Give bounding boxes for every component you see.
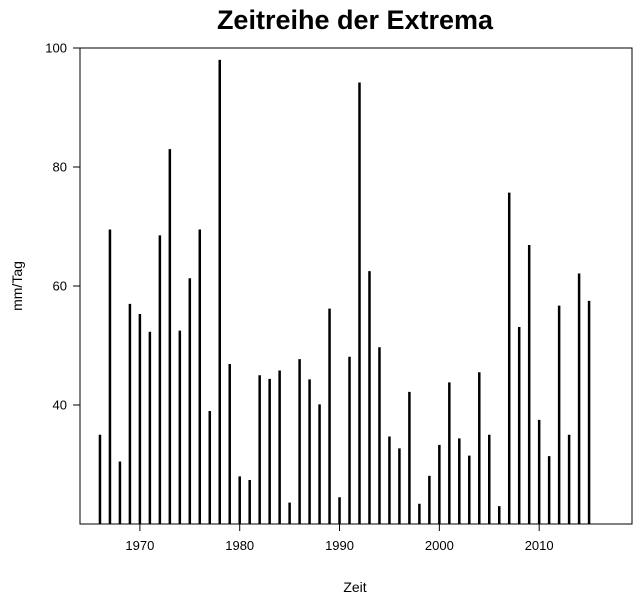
- x-axis-label: Zeit: [343, 579, 366, 595]
- y-tick-label-80: 80: [53, 160, 67, 175]
- y-axis: 40 60 80 100: [45, 41, 81, 413]
- x-tick-label-2010: 2010: [525, 538, 554, 553]
- x-tick-label-1990: 1990: [325, 538, 354, 553]
- x-tick-label-1970: 1970: [125, 538, 154, 553]
- chart-title: Zeitreihe der Extrema: [217, 5, 494, 35]
- x-tick-label-1980: 1980: [225, 538, 254, 553]
- y-axis-label: mm/Tag: [9, 261, 25, 311]
- x-axis: 1970 1980 1990 2000 2010: [125, 523, 554, 553]
- bar-series: [98, 59, 591, 524]
- y-tick-label-100: 100: [45, 41, 67, 56]
- y-tick-label-40: 40: [53, 398, 67, 413]
- y-tick-label-60: 60: [53, 279, 67, 294]
- plot-frame: [79, 47, 633, 525]
- x-tick-label-2000: 2000: [425, 538, 454, 553]
